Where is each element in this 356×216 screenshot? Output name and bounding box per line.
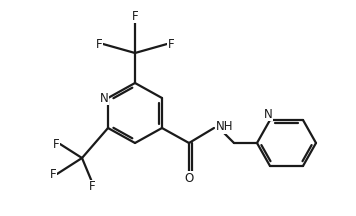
Text: F: F: [96, 38, 102, 51]
Text: N: N: [264, 108, 272, 121]
Text: NH: NH: [216, 121, 234, 133]
Text: F: F: [50, 167, 56, 181]
Text: F: F: [168, 38, 174, 51]
Text: O: O: [184, 172, 194, 184]
Text: F: F: [53, 138, 59, 151]
Text: F: F: [89, 181, 95, 194]
Text: N: N: [100, 92, 108, 105]
Text: F: F: [132, 10, 138, 22]
